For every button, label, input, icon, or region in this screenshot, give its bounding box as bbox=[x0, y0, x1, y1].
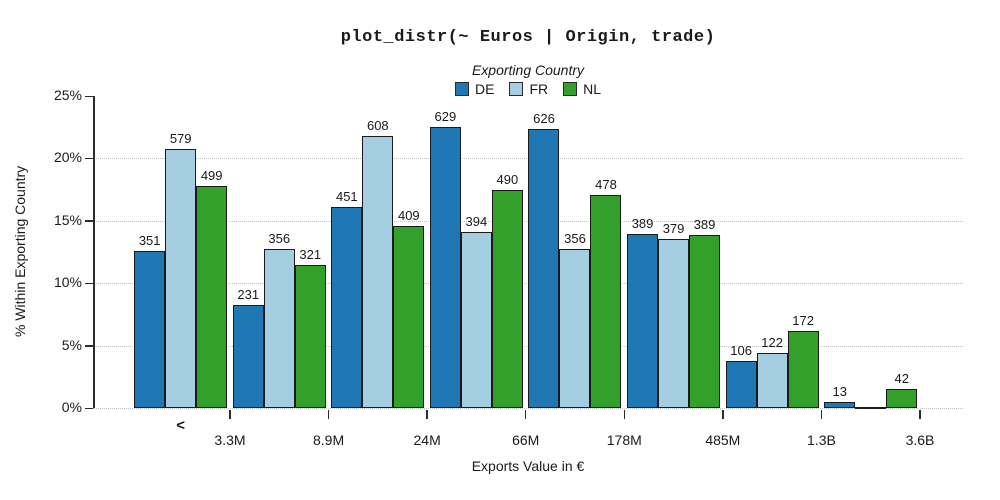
bar-value-label: 106 bbox=[730, 342, 752, 358]
y-tick-label: 5% bbox=[61, 336, 82, 353]
legend-swatch-de bbox=[454, 82, 469, 96]
bar-value-label: 122 bbox=[761, 335, 783, 351]
gridline bbox=[93, 345, 963, 347]
y-axis-tick bbox=[85, 157, 93, 160]
bar-NL-bin6 bbox=[787, 331, 819, 408]
bar-value-label: 394 bbox=[465, 214, 488, 230]
bar-value-label: 499 bbox=[200, 167, 223, 183]
underflow-label: < bbox=[176, 417, 186, 434]
bar-value-label: 321 bbox=[299, 246, 322, 262]
bar-DE-bin4 bbox=[528, 128, 560, 408]
gridline bbox=[93, 408, 963, 409]
y-tick-label: 0% bbox=[61, 399, 82, 415]
bar-FR-bin2 bbox=[362, 136, 394, 408]
legend-row: DE FR NL bbox=[93, 81, 963, 97]
y-tick-label: 20% bbox=[53, 149, 82, 166]
bar-NL-bin7 bbox=[886, 389, 918, 408]
bar-FR-bin3 bbox=[460, 232, 492, 408]
bar-FR-bin1 bbox=[263, 249, 295, 408]
bar-DE-bin2 bbox=[331, 206, 363, 408]
bar-value-label: 409 bbox=[397, 207, 420, 223]
bar-value-label: 579 bbox=[169, 131, 192, 147]
x-tick-label: 66M bbox=[512, 432, 540, 448]
bar-FR-bin4 bbox=[559, 249, 591, 408]
x-tick-label: 1.3B bbox=[807, 432, 836, 448]
bar-value-label: 490 bbox=[496, 171, 519, 187]
chart-title: plot_distr(~ Euros | Origin, trade) bbox=[340, 28, 716, 47]
bar-DE-bin6 bbox=[725, 360, 757, 408]
legend-entry-nl: NL bbox=[563, 81, 601, 97]
y-axis-tick bbox=[85, 220, 93, 222]
x-axis-title: Exports Value in € bbox=[471, 458, 585, 474]
x-axis-tick bbox=[327, 410, 330, 419]
x-axis-tick bbox=[722, 410, 724, 419]
x-tick-label: 3.6B bbox=[905, 432, 935, 448]
x-axis-tick bbox=[919, 410, 921, 419]
bar-FR-bin5 bbox=[658, 238, 690, 408]
bar-value-label: 13 bbox=[832, 384, 847, 400]
bar-FR-bin0 bbox=[165, 149, 197, 408]
gridline bbox=[93, 220, 963, 222]
legend-swatch-fr bbox=[509, 82, 524, 96]
bar-value-label: 356 bbox=[564, 231, 586, 246]
x-tick-label: 3.3M bbox=[214, 432, 246, 448]
bar-value-label: 356 bbox=[268, 231, 291, 246]
bar-FR-bin6 bbox=[756, 353, 788, 408]
y-axis-tick bbox=[85, 282, 93, 285]
bar-NL-bin2 bbox=[393, 225, 425, 408]
bar-NL-bin5 bbox=[689, 234, 721, 408]
bar-DE-bin5 bbox=[627, 234, 659, 408]
x-axis-tick bbox=[426, 410, 428, 419]
bar-NL-bin1 bbox=[294, 264, 326, 408]
bar-value-label: 608 bbox=[366, 118, 389, 134]
x-axis-tick bbox=[229, 410, 231, 419]
y-tick-label: 15% bbox=[53, 211, 82, 228]
legend-label-fr: FR bbox=[529, 81, 549, 97]
bar-value-label: 626 bbox=[533, 110, 555, 126]
bar-NL-bin0 bbox=[196, 185, 228, 408]
bar-value-label: 478 bbox=[595, 176, 617, 192]
x-tick-label: 178M bbox=[606, 432, 642, 448]
bar-value-label: 389 bbox=[693, 216, 716, 232]
y-axis-line bbox=[93, 96, 95, 408]
y-axis-tick bbox=[85, 407, 93, 409]
bar-DE-bin0 bbox=[134, 251, 166, 408]
bar-value-label: 42 bbox=[894, 371, 909, 387]
x-tick-label: 485M bbox=[705, 432, 741, 448]
bar-value-label: 629 bbox=[434, 109, 457, 125]
x-axis-tick bbox=[820, 410, 823, 419]
legend: Exporting Country DE FR NL bbox=[93, 62, 963, 97]
bar-DE-bin3 bbox=[429, 127, 461, 408]
bar-NL-bin3 bbox=[491, 189, 523, 408]
x-tick-label: 24M bbox=[413, 432, 441, 448]
legend-title: Exporting Country bbox=[471, 62, 585, 78]
y-axis-tick bbox=[85, 345, 93, 347]
x-axis-tick bbox=[623, 410, 626, 419]
legend-swatch-nl bbox=[563, 82, 578, 96]
y-axis-tick bbox=[85, 95, 93, 97]
legend-entry-de: DE bbox=[454, 81, 495, 97]
bar-DE-bin7 bbox=[824, 402, 856, 408]
y-tick-label: 25% bbox=[53, 87, 82, 103]
bar-FR-bin7-zero bbox=[855, 407, 887, 409]
bar-value-label: 389 bbox=[631, 216, 654, 232]
gridline bbox=[93, 283, 963, 285]
bar-value-label: 231 bbox=[237, 286, 260, 302]
bar-NL-bin4 bbox=[590, 194, 622, 408]
legend-label-nl: NL bbox=[583, 81, 602, 97]
bar-value-label: 451 bbox=[335, 188, 358, 204]
bar-DE-bin1 bbox=[232, 304, 264, 408]
bar-value-label: 172 bbox=[792, 313, 814, 329]
x-tick-label: 8.9M bbox=[312, 432, 345, 448]
legend-label-de: DE bbox=[474, 81, 495, 97]
y-tick-label: 10% bbox=[53, 274, 82, 291]
x-axis-tick bbox=[524, 410, 527, 419]
legend-entry-fr: FR bbox=[509, 81, 548, 97]
gridline bbox=[93, 158, 963, 160]
bar-value-label: 351 bbox=[138, 233, 161, 249]
bar-value-label: 379 bbox=[662, 220, 685, 236]
